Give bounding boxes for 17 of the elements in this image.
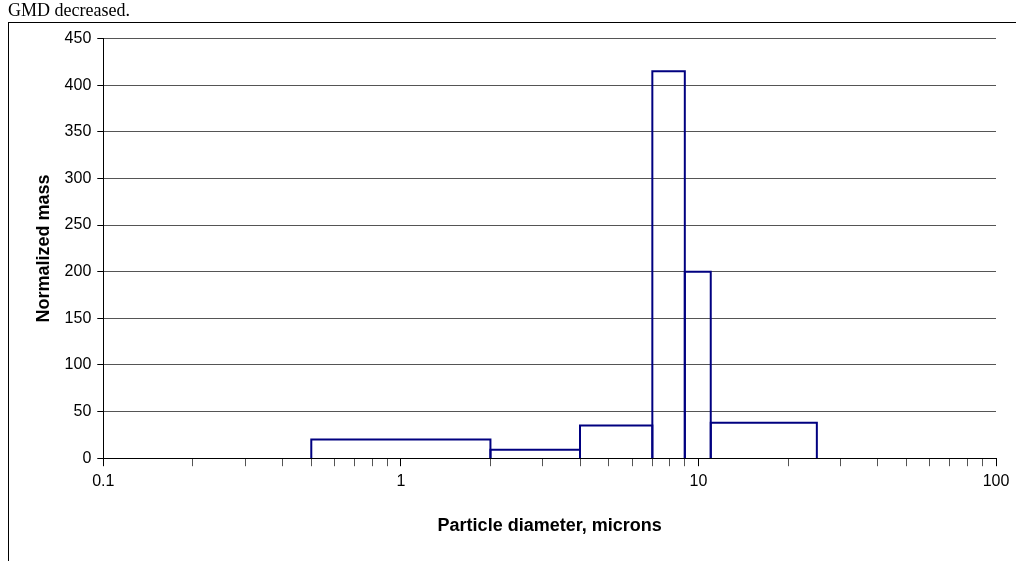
x-tick-label: 0.1 xyxy=(92,472,115,490)
x-axis-title: Particle diameter, microns xyxy=(437,515,662,536)
x-tick-label: 10 xyxy=(689,472,708,490)
y-tick-label: 250 xyxy=(64,215,92,233)
y-tick-label: 0 xyxy=(82,448,92,466)
y-tick-label: 150 xyxy=(64,308,92,326)
y-tick-label: 300 xyxy=(64,168,92,186)
x-tick-label: 1 xyxy=(396,472,406,490)
y-tick-label: 100 xyxy=(64,355,92,373)
y-tick-label: 350 xyxy=(64,122,92,140)
y-tick-label: 400 xyxy=(64,75,92,93)
y-tick-label: 50 xyxy=(73,401,92,419)
y-axis-title: Normalized mass xyxy=(32,174,53,323)
text: GMD decreased. xyxy=(8,0,130,20)
x-tick-label: 100 xyxy=(982,472,1010,490)
y-tick-label: 200 xyxy=(64,262,92,280)
y-tick-label: 450 xyxy=(64,29,92,47)
